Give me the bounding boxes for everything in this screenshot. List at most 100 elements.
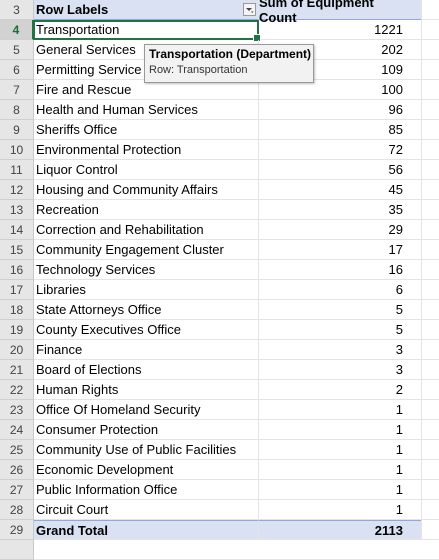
row-label-cell[interactable]: Sheriffs Office	[34, 120, 258, 140]
row-number[interactable]: 10	[0, 140, 34, 160]
equipment-count-cell[interactable]: 5	[258, 320, 421, 340]
row-number[interactable]: 7	[0, 80, 34, 100]
equipment-count-cell[interactable]: 1	[258, 440, 421, 460]
row-label-cell[interactable]: Housing and Community Affairs	[34, 180, 258, 200]
equipment-count-cell[interactable]: 100	[258, 80, 421, 100]
row-labels-header[interactable]: Row Labels	[34, 0, 258, 20]
row-label-cell[interactable]: Circuit Court	[34, 500, 258, 520]
row-label-cell[interactable]: Transportation	[34, 20, 258, 40]
empty-cell[interactable]	[421, 60, 439, 80]
empty-cell[interactable]	[421, 500, 439, 520]
equipment-count-cell[interactable]: 17	[258, 240, 421, 260]
empty-cell[interactable]	[421, 200, 439, 220]
row-number[interactable]: 14	[0, 220, 34, 240]
row-number[interactable]: 9	[0, 120, 34, 140]
row-number[interactable]: 25	[0, 440, 34, 460]
row-number[interactable]: 8	[0, 100, 34, 120]
row-number[interactable]: 28	[0, 500, 34, 520]
empty-cell[interactable]	[421, 460, 439, 480]
row-label-cell[interactable]: Recreation	[34, 200, 258, 220]
empty-cell[interactable]	[421, 0, 439, 20]
row-number[interactable]: 27	[0, 480, 34, 500]
row-number-blank[interactable]	[0, 540, 34, 560]
empty-cell[interactable]	[421, 40, 439, 60]
empty-cell[interactable]	[421, 520, 439, 540]
equipment-count-cell[interactable]: 85	[258, 120, 421, 140]
empty-cell[interactable]	[421, 280, 439, 300]
filter-dropdown-icon[interactable]	[243, 3, 256, 16]
equipment-count-cell[interactable]: 6	[258, 280, 421, 300]
row-number[interactable]: 18	[0, 300, 34, 320]
equipment-count-cell[interactable]: 1	[258, 460, 421, 480]
row-label-cell[interactable]: Liquor Control	[34, 160, 258, 180]
equipment-count-cell[interactable]: 16	[258, 260, 421, 280]
row-label-cell[interactable]: Health and Human Services	[34, 100, 258, 120]
row-label-cell[interactable]: Environmental Protection	[34, 140, 258, 160]
row-number[interactable]: 17	[0, 280, 34, 300]
sum-equipment-count-header[interactable]: Sum of Equipment Count	[258, 0, 421, 20]
empty-cell[interactable]	[421, 440, 439, 460]
grand-total-value[interactable]: 2113	[258, 520, 421, 540]
row-number[interactable]: 13	[0, 200, 34, 220]
equipment-count-cell[interactable]: 56	[258, 160, 421, 180]
equipment-count-cell[interactable]: 3	[258, 360, 421, 380]
row-number[interactable]: 21	[0, 360, 34, 380]
row-label-cell[interactable]: County Executives Office	[34, 320, 258, 340]
empty-cell[interactable]	[421, 340, 439, 360]
row-label-cell[interactable]: Public Information Office	[34, 480, 258, 500]
empty-cell[interactable]	[421, 260, 439, 280]
row-number[interactable]: 24	[0, 420, 34, 440]
empty-cell[interactable]	[421, 100, 439, 120]
row-number[interactable]: 22	[0, 380, 34, 400]
empty-cell[interactable]	[34, 540, 439, 560]
equipment-count-cell[interactable]: 1	[258, 420, 421, 440]
row-number[interactable]: 4	[0, 20, 34, 40]
row-label-cell[interactable]: State Attorneys Office	[34, 300, 258, 320]
row-number[interactable]: 26	[0, 460, 34, 480]
empty-cell[interactable]	[421, 80, 439, 100]
row-label-cell[interactable]: Libraries	[34, 280, 258, 300]
empty-cell[interactable]	[421, 360, 439, 380]
row-number[interactable]: 19	[0, 320, 34, 340]
equipment-count-cell[interactable]: 1	[258, 480, 421, 500]
empty-cell[interactable]	[421, 180, 439, 200]
row-label-cell[interactable]: Office Of Homeland Security	[34, 400, 258, 420]
row-label-cell[interactable]: Consumer Protection	[34, 420, 258, 440]
equipment-count-cell[interactable]: 96	[258, 100, 421, 120]
equipment-count-cell[interactable]: 72	[258, 140, 421, 160]
row-number[interactable]: 5	[0, 40, 34, 60]
empty-cell[interactable]	[421, 300, 439, 320]
row-number[interactable]: 20	[0, 340, 34, 360]
empty-cell[interactable]	[421, 240, 439, 260]
row-label-cell[interactable]: Community Use of Public Facilities	[34, 440, 258, 460]
row-label-cell[interactable]: Board of Elections	[34, 360, 258, 380]
row-label-cell[interactable]: Economic Development	[34, 460, 258, 480]
empty-cell[interactable]	[421, 120, 439, 140]
equipment-count-cell[interactable]: 1	[258, 400, 421, 420]
empty-cell[interactable]	[421, 220, 439, 240]
equipment-count-cell[interactable]: 2	[258, 380, 421, 400]
empty-cell[interactable]	[421, 400, 439, 420]
equipment-count-cell[interactable]: 45	[258, 180, 421, 200]
row-number[interactable]: 11	[0, 160, 34, 180]
row-label-cell[interactable]: Correction and Rehabilitation	[34, 220, 258, 240]
empty-cell[interactable]	[421, 380, 439, 400]
row-number[interactable]: 23	[0, 400, 34, 420]
equipment-count-cell[interactable]: 5	[258, 300, 421, 320]
empty-cell[interactable]	[421, 420, 439, 440]
row-number[interactable]: 6	[0, 60, 34, 80]
equipment-count-cell[interactable]: 3	[258, 340, 421, 360]
row-label-cell[interactable]: Human Rights	[34, 380, 258, 400]
equipment-count-cell[interactable]: 35	[258, 200, 421, 220]
empty-cell[interactable]	[421, 160, 439, 180]
equipment-count-cell[interactable]: 1221	[258, 20, 421, 40]
row-label-cell[interactable]: Community Engagement Cluster	[34, 240, 258, 260]
empty-cell[interactable]	[421, 20, 439, 40]
row-number[interactable]: 16	[0, 260, 34, 280]
empty-cell[interactable]	[421, 140, 439, 160]
equipment-count-cell[interactable]: 29	[258, 220, 421, 240]
row-label-cell[interactable]: Finance	[34, 340, 258, 360]
row-number[interactable]: 29	[0, 520, 34, 540]
row-number[interactable]: 3	[0, 0, 34, 20]
row-number[interactable]: 12	[0, 180, 34, 200]
